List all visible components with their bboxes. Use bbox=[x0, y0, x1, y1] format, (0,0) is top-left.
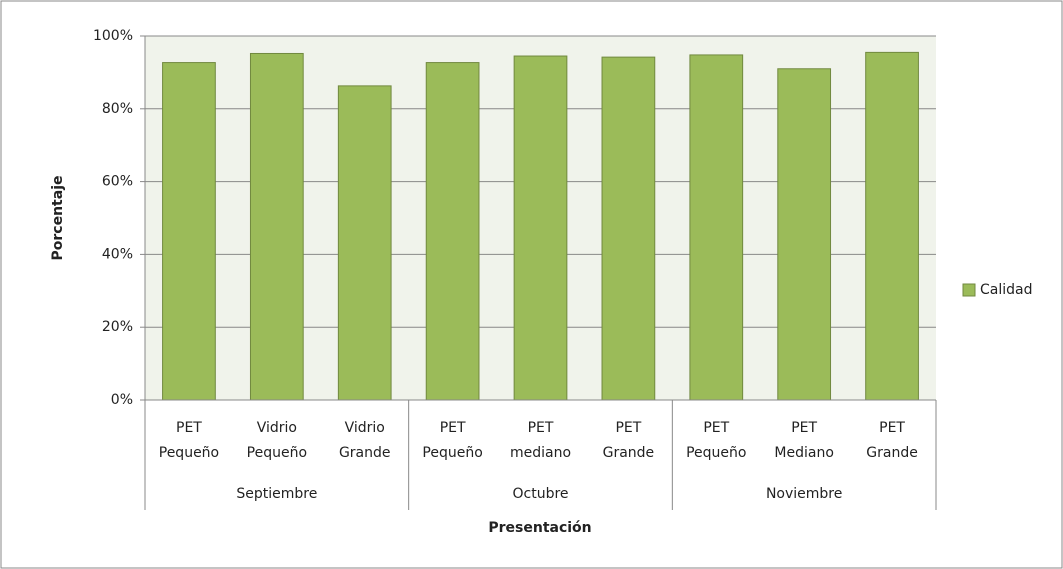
x-tick-label: Vidrio bbox=[257, 420, 297, 436]
x-tick-label: PET bbox=[703, 420, 729, 436]
legend-label: Calidad bbox=[980, 282, 1033, 298]
y-tick-label: 0% bbox=[111, 392, 133, 408]
group-label: Septiembre bbox=[236, 486, 317, 502]
x-tick-label: PET bbox=[879, 420, 905, 436]
x-tick-label: Grande bbox=[339, 445, 391, 461]
bar bbox=[162, 62, 216, 401]
x-tick-label: Grande bbox=[603, 445, 655, 461]
bar bbox=[689, 54, 744, 401]
bar bbox=[777, 68, 832, 401]
bar bbox=[425, 62, 480, 401]
x-tick-label: Vidrio bbox=[345, 420, 385, 436]
x-tick-label: mediano bbox=[510, 445, 571, 461]
group-label: Noviembre bbox=[766, 486, 842, 502]
x-tick-label: PET bbox=[615, 420, 641, 436]
x-tick-label: Grande bbox=[866, 445, 918, 461]
x-axis-title: Presentación bbox=[488, 520, 591, 536]
x-tick-label: Mediano bbox=[774, 445, 834, 461]
bar bbox=[249, 52, 304, 401]
x-tick-label: PET bbox=[176, 420, 202, 436]
bar bbox=[601, 56, 656, 401]
x-tick-label: PET bbox=[528, 420, 554, 436]
x-tick-label: Pequeño bbox=[422, 445, 482, 461]
x-tick-label: PET bbox=[791, 420, 817, 436]
x-tick-label: Pequeño bbox=[247, 445, 307, 461]
x-tick-label: Pequeño bbox=[159, 445, 219, 461]
y-tick-label: 60% bbox=[102, 174, 133, 190]
y-tick-label: 100% bbox=[93, 28, 133, 44]
x-tick-label: Pequeño bbox=[686, 445, 746, 461]
bar bbox=[513, 55, 568, 401]
y-tick-label: 20% bbox=[102, 319, 133, 335]
x-tick-label: PET bbox=[440, 420, 466, 436]
group-label: Octubre bbox=[512, 486, 568, 502]
y-tick-label: 80% bbox=[102, 101, 133, 117]
y-axis-title: Porcentaje bbox=[50, 176, 66, 261]
bar bbox=[337, 85, 392, 401]
y-tick-label: 40% bbox=[102, 246, 133, 262]
bar bbox=[865, 51, 919, 401]
legend-swatch bbox=[962, 283, 976, 297]
